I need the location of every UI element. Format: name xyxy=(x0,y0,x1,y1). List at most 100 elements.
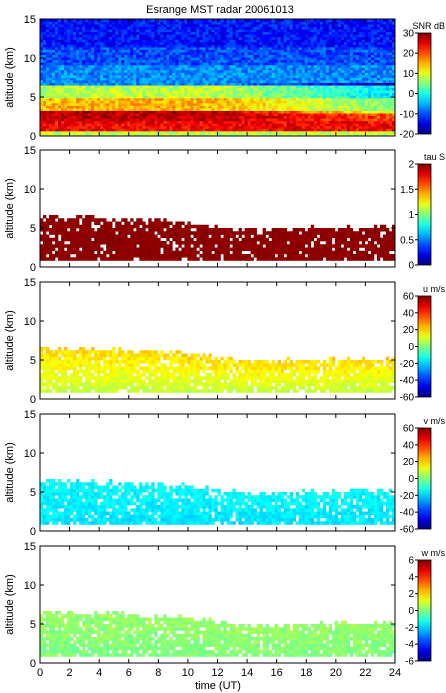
snr-cell xyxy=(268,29,273,33)
snr-cell xyxy=(49,57,53,61)
snr-cell xyxy=(193,85,197,89)
snr-cell xyxy=(67,97,71,101)
snr-cell xyxy=(106,102,110,106)
snr-cell xyxy=(91,102,95,106)
snr-cell xyxy=(391,108,396,111)
snr-cell xyxy=(241,82,245,86)
snr-cell xyxy=(214,100,218,104)
snr-cell xyxy=(130,108,134,111)
snr-cell xyxy=(232,41,236,45)
snr-cell xyxy=(112,67,116,71)
snr-cell xyxy=(214,64,218,68)
snr-cell xyxy=(349,113,354,117)
snr-cell xyxy=(361,95,366,99)
snr-cell xyxy=(166,123,170,127)
snr-cell xyxy=(304,95,309,99)
snr-cell xyxy=(307,67,312,71)
snr-cell xyxy=(217,36,221,40)
snr-cell xyxy=(256,41,261,45)
snr-cell xyxy=(76,64,80,68)
snr-cell xyxy=(217,31,221,35)
snr-cell xyxy=(295,57,300,61)
snr-cell xyxy=(232,110,236,114)
snr-cell xyxy=(310,69,315,73)
snr-cell xyxy=(334,57,339,61)
snr-cell xyxy=(142,36,146,40)
snr-cell xyxy=(205,92,209,96)
snr-cell xyxy=(385,128,390,132)
snr-cell xyxy=(322,128,327,132)
snr-cell xyxy=(349,128,354,132)
snr-cell xyxy=(85,113,89,117)
snr-cell xyxy=(364,77,369,81)
snr-cell xyxy=(151,44,155,48)
snr-cell xyxy=(163,31,167,35)
snr-cell xyxy=(169,39,173,43)
snr-cell xyxy=(247,92,251,96)
snr-cell xyxy=(235,64,239,68)
snr-cell xyxy=(241,100,245,104)
snr-cell xyxy=(364,125,369,129)
snr-cell xyxy=(370,77,375,81)
snr-cell xyxy=(238,64,242,68)
snr-cell xyxy=(190,82,194,86)
snr-cell xyxy=(46,41,50,45)
snr-cell xyxy=(247,113,251,117)
snr-cell xyxy=(142,34,146,38)
snr-cell xyxy=(337,34,342,38)
snr-cell xyxy=(361,118,366,122)
snr-cell xyxy=(256,59,261,63)
snr-cell xyxy=(220,77,224,81)
snr-cell xyxy=(208,52,212,56)
snr-cell xyxy=(133,120,137,124)
snr-cell xyxy=(343,100,348,104)
snr-cell xyxy=(310,118,315,122)
snr-cell xyxy=(184,77,188,81)
snr-cell xyxy=(253,123,258,127)
snr-cell xyxy=(241,105,245,109)
snr-cell xyxy=(343,64,348,68)
snr-cell xyxy=(160,123,164,127)
snr-cell xyxy=(184,130,188,134)
snr-cell xyxy=(268,59,273,63)
snr-cell xyxy=(61,29,65,33)
snr-cell xyxy=(178,29,182,33)
snr-cell xyxy=(208,72,212,76)
snr-cell xyxy=(190,72,194,76)
snr-cell xyxy=(349,69,354,73)
snr-cell xyxy=(172,59,176,63)
snr-cell xyxy=(376,115,381,119)
snr-cell xyxy=(151,52,155,56)
snr-cell xyxy=(154,92,158,96)
snr-cell xyxy=(385,123,390,127)
snr-cell xyxy=(106,90,110,94)
snr-cell xyxy=(145,57,149,61)
snr-cell xyxy=(232,113,236,117)
snr-cell xyxy=(205,64,209,68)
snr-cell xyxy=(112,85,116,89)
snr-cell xyxy=(217,49,221,53)
snr-cell xyxy=(319,133,324,137)
snr-cell xyxy=(238,95,242,99)
snr-cell xyxy=(277,72,282,76)
snr-cell xyxy=(103,39,107,43)
snr-cell xyxy=(253,133,258,137)
snr-cell xyxy=(292,54,297,58)
snr-cell xyxy=(262,31,267,35)
snr-cell xyxy=(286,36,291,40)
snr-cell xyxy=(112,69,116,73)
snr-cell xyxy=(88,31,92,35)
snr-cell xyxy=(46,57,50,61)
snr-cell xyxy=(148,113,152,117)
snr-cell xyxy=(304,62,309,66)
snr-cell xyxy=(196,54,200,58)
snr-cell xyxy=(295,115,300,119)
snr-cell xyxy=(187,87,191,91)
snr-cell xyxy=(214,120,218,124)
snr-cell xyxy=(256,82,261,86)
snr-cell xyxy=(292,49,297,53)
snr-cell xyxy=(283,133,288,137)
snr-cell xyxy=(256,118,261,122)
snr-cell xyxy=(133,130,137,134)
snr-cell xyxy=(124,105,128,109)
